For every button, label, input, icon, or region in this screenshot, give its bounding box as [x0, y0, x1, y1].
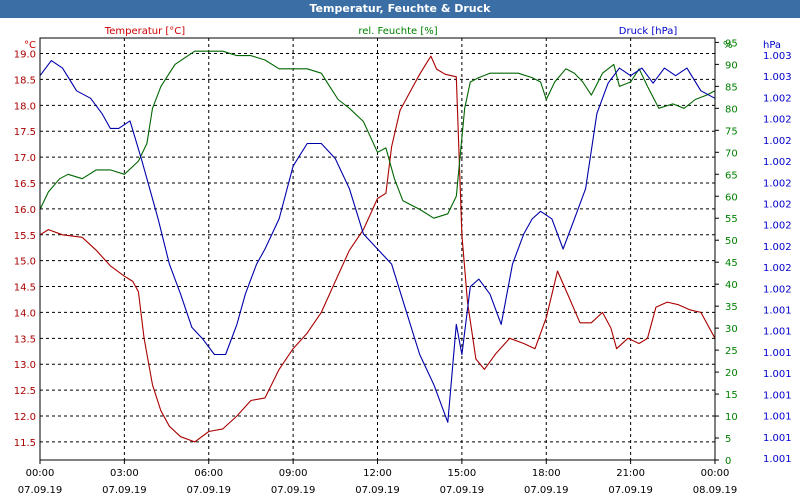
- temperature-tick-label: 13.5: [14, 334, 36, 345]
- pressure-tick-label: 1.003: [763, 72, 792, 83]
- humidity-tick-label: 0: [725, 456, 731, 467]
- pressure-tick-label: 1.002: [763, 115, 792, 126]
- pressure-tick-label: 1.002: [763, 263, 792, 274]
- temperature-tick-label: 12.5: [14, 386, 36, 397]
- pressure-tick-label: 1.001: [763, 412, 792, 423]
- humidity-tick-label: 40: [725, 280, 738, 291]
- chart-background: [0, 18, 800, 500]
- tick-labels: 11.5 12.0 12.5 13.0 13.5 14.0 14.5 15.0 15.5 16.0…: [14, 38, 792, 496]
- pressure-tick-label: 1.002: [763, 178, 792, 189]
- humidity-tick-label: 10: [725, 412, 738, 423]
- humidity-tick-label: 65: [725, 170, 738, 181]
- temperature-tick-label: 16.0: [14, 205, 36, 216]
- humidity-tick-label: 35: [725, 302, 738, 313]
- x-tick-date-label: 07.09.19: [355, 485, 400, 496]
- x-tick-date-label: 07.09.19: [18, 485, 63, 496]
- humidity-axis-label: rel. Feuchte [%]: [358, 26, 437, 37]
- temperature-unit-label: °C: [24, 40, 36, 51]
- humidity-tick-label: 30: [725, 324, 738, 335]
- humidity-tick-label: 15: [725, 390, 738, 401]
- x-tick-time-label: 21:00: [616, 468, 645, 479]
- temperature-tick-label: 13.0: [14, 360, 36, 371]
- axis-labels: °C Temperatur [°C] rel. Feuchte [%] Druck […: [24, 26, 781, 51]
- series-line-humidity: [39, 50, 716, 219]
- pressure-tick-label: 1.002: [763, 157, 792, 168]
- x-tick-time-label: 15:00: [447, 468, 476, 479]
- humidity-tick-label: 90: [725, 60, 738, 71]
- temperature-tick-label: 17.0: [14, 153, 36, 164]
- humidity-tick-label: 50: [725, 236, 738, 247]
- pressure-tick-label: 1.002: [763, 136, 792, 147]
- x-tick-time-label: 09:00: [279, 468, 308, 479]
- humidity-tick-label: 45: [725, 258, 738, 269]
- humidity-tick-label: 55: [725, 214, 738, 225]
- humidity-tick-label: 75: [725, 126, 738, 137]
- temperature-tick-label: 11.5: [14, 438, 36, 449]
- temperature-tick-label: 14.5: [14, 283, 36, 294]
- humidity-unit-label: %: [723, 40, 733, 51]
- pressure-tick-label: 1.001: [763, 369, 792, 380]
- humidity-tick-label: 25: [725, 346, 738, 357]
- temperature-tick-label: 15.0: [14, 257, 36, 268]
- x-tick-time-label: 00:00: [701, 468, 730, 479]
- series-line-temperature: [39, 55, 716, 443]
- temperature-axis-label: Temperatur [°C]: [104, 26, 185, 37]
- x-tick-time-label: 18:00: [532, 468, 561, 479]
- pressure-tick-label: 1.001: [763, 348, 792, 359]
- plot-frame: [39, 37, 716, 461]
- humidity-tick-label: 20: [725, 368, 738, 379]
- series-layer: [39, 50, 716, 443]
- temperature-tick-label: 18.0: [14, 101, 36, 112]
- pressure-tick-label: 1.001: [763, 327, 792, 338]
- chart-svg: °C Temperatur [°C] rel. Feuchte [%] Druck […: [0, 18, 800, 500]
- humidity-tick-label: 85: [725, 82, 738, 93]
- x-tick-date-label: 07.09.19: [271, 485, 316, 496]
- grid-lines: [39, 38, 719, 464]
- temperature-tick-label: 14.0: [14, 308, 36, 319]
- pressure-tick-label: 1.001: [763, 433, 792, 444]
- series-line-pressure: [39, 60, 716, 423]
- temperature-tick-label: 12.0: [14, 412, 36, 423]
- temperature-tick-label: 18.5: [14, 75, 36, 86]
- x-tick-time-label: 12:00: [363, 468, 392, 479]
- pressure-tick-label: 1.002: [763, 284, 792, 295]
- humidity-tick-label: 5: [725, 434, 731, 445]
- pressure-tick-label: 1.002: [763, 221, 792, 232]
- pressure-tick-label: 1.001: [763, 306, 792, 317]
- x-tick-date-label: 07.09.19: [440, 485, 485, 496]
- pressure-tick-label: 1.002: [763, 93, 792, 104]
- temperature-tick-label: 15.5: [14, 231, 36, 242]
- humidity-tick-label: 70: [725, 148, 738, 159]
- x-tick-time-label: 03:00: [110, 468, 139, 479]
- pressure-unit-label: hPa: [763, 40, 781, 51]
- pressure-tick-label: 1.001: [763, 454, 792, 465]
- pressure-tick-label: 1.002: [763, 199, 792, 210]
- humidity-tick-label: 80: [725, 104, 738, 115]
- humidity-tick-label: 95: [725, 38, 738, 49]
- x-tick-date-label: 07.09.19: [608, 485, 653, 496]
- temperature-tick-label: 16.5: [14, 179, 36, 190]
- x-tick-date-label: 08.09.19: [693, 485, 738, 496]
- x-tick-date-label: 07.09.19: [524, 485, 569, 496]
- pressure-tick-label: 1.001: [763, 390, 792, 401]
- pressure-tick-label: 1.003: [763, 51, 792, 62]
- humidity-tick-label: 60: [725, 192, 738, 203]
- x-tick-time-label: 06:00: [194, 468, 223, 479]
- window-title: Temperatur, Feuchte & Druck: [0, 0, 800, 18]
- temperature-tick-label: 19.0: [14, 50, 36, 61]
- temperature-tick-label: 17.5: [14, 127, 36, 138]
- x-tick-date-label: 07.09.19: [102, 485, 147, 496]
- pressure-tick-label: 1.002: [763, 242, 792, 253]
- pressure-axis-label: Druck [hPa]: [619, 26, 678, 37]
- x-tick-time-label: 00:00: [26, 468, 55, 479]
- x-tick-date-label: 07.09.19: [186, 485, 231, 496]
